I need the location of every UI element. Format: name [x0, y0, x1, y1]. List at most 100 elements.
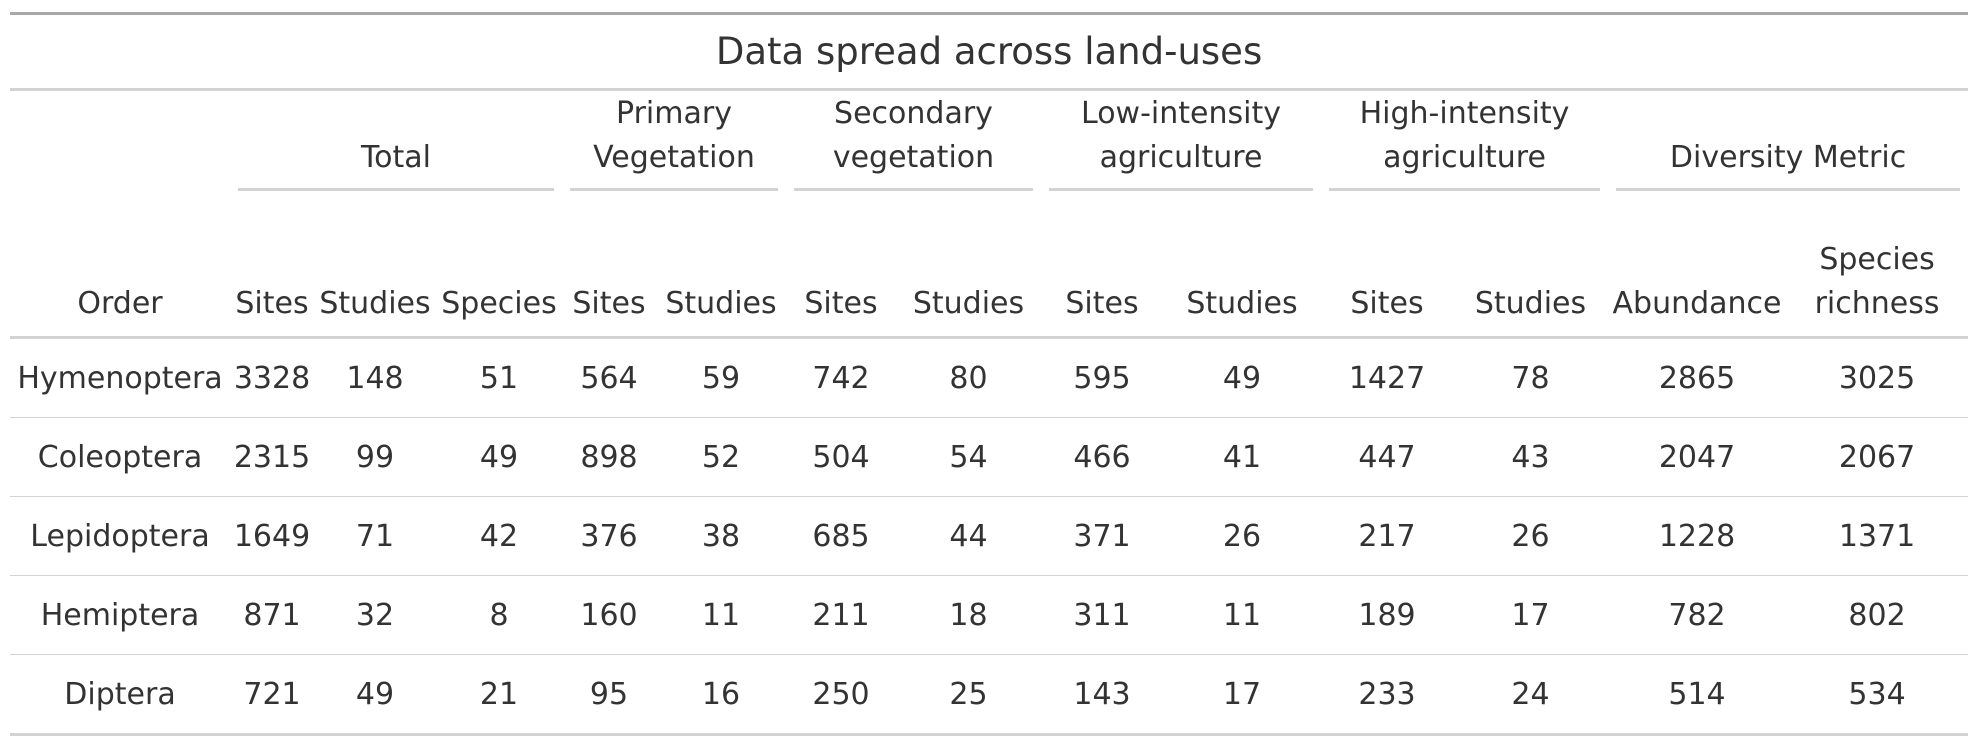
spanner-secondary-vegetation: Secondary vegetation — [786, 90, 1041, 202]
spanner-label: Low-intensity agriculture — [1049, 92, 1313, 191]
table-body: Hymenoptera 3328 148 51 564 59 742 80 59… — [10, 338, 1969, 735]
cell-order: Lepidoptera — [10, 496, 230, 576]
cell-high-intensity-studies: 26 — [1453, 496, 1608, 576]
column-header-primary-studies: Studies — [656, 201, 786, 339]
cell-low-intensity-studies: 49 — [1222, 360, 1262, 396]
cell-high-intensity-sites: 1427 — [1348, 360, 1426, 396]
cell-high-intensity-sites: 217 — [1321, 496, 1453, 576]
cell-order: Hymenoptera — [17, 360, 223, 396]
cell-total-sites: 1649 — [230, 496, 314, 576]
cell-low-intensity-sites: 595 — [1073, 360, 1131, 396]
cell-total-studies: 71 — [314, 496, 436, 576]
data-table: Data spread across land-uses Total Prima… — [10, 12, 1969, 736]
cell-secondary-studies: 54 — [896, 417, 1041, 497]
cell-order: Diptera — [10, 654, 230, 735]
column-header-total-studies: Studies — [314, 201, 436, 339]
cell-high-intensity-studies: 43 — [1453, 417, 1608, 497]
spanner-diversity-metric: Diversity Metric — [1608, 90, 1968, 202]
cell-total-studies: 32 — [314, 575, 436, 655]
cell-primary-sites: 376 — [562, 496, 656, 576]
spanner-low-intensity-agriculture: Low-intensity agriculture — [1041, 90, 1321, 202]
cell-abundance: 782 — [1608, 575, 1786, 655]
cell-primary-studies: 38 — [656, 496, 786, 576]
cell-total-sites: 3328 — [233, 360, 311, 396]
cell-species-richness: 2067 — [1786, 417, 1969, 497]
cell-abundance: 2047 — [1608, 417, 1786, 497]
column-header-high-intensity-sites: Sites — [1321, 201, 1453, 339]
cell-abundance: 2865 — [1658, 360, 1736, 396]
cell-primary-sites: 898 — [562, 417, 656, 497]
column-header-total-species: Species — [436, 201, 562, 339]
cell-total-species: 51 — [479, 360, 519, 396]
column-header-species-richness: Species richness — [1786, 201, 1969, 339]
cell-species-richness: 3025 — [1838, 360, 1916, 396]
column-header-high-intensity-studies: Studies — [1453, 201, 1608, 339]
cell-secondary-sites: 250 — [786, 654, 896, 735]
cell-total-studies: 49 — [314, 654, 436, 735]
cell-species-richness: 534 — [1786, 654, 1969, 735]
cell-high-intensity-sites: 233 — [1321, 654, 1453, 735]
cell-order: Hemiptera — [10, 575, 230, 655]
cell-primary-studies: 11 — [656, 575, 786, 655]
spanner-empty — [10, 90, 230, 202]
cell-primary-sites: 564 — [580, 360, 638, 396]
spanner-primary-vegetation: Primary Vegetation — [562, 90, 786, 202]
cell-low-intensity-studies: 17 — [1163, 654, 1321, 735]
column-header-order: Order — [10, 201, 230, 339]
cell-total-sites: 2315 — [230, 417, 314, 497]
cell-secondary-sites: 685 — [786, 496, 896, 576]
spanner-label: High-intensity agriculture — [1329, 92, 1600, 191]
cell-species-richness: 1371 — [1786, 496, 1969, 576]
table-row: Coleoptera 2315 99 49 898 52 504 54 466 … — [10, 417, 1969, 497]
column-header-total-sites: Sites — [230, 201, 314, 339]
cell-primary-studies: 59 — [701, 360, 741, 396]
cell-secondary-studies: 80 — [949, 360, 988, 396]
cell-primary-sites: 95 — [562, 654, 656, 735]
cell-total-studies: 99 — [314, 417, 436, 497]
cell-low-intensity-sites: 143 — [1041, 654, 1163, 735]
cell-low-intensity-sites: 466 — [1041, 417, 1163, 497]
spanner-label: Total — [238, 136, 554, 191]
spanner-label: Diversity Metric — [1616, 136, 1961, 191]
cell-high-intensity-studies: 17 — [1453, 575, 1608, 655]
cell-secondary-sites: 504 — [786, 417, 896, 497]
table-row: Hymenoptera 3328 148 51 564 59 742 80 59… — [10, 338, 1968, 418]
cell-secondary-studies: 18 — [896, 575, 1041, 655]
cell-species-richness: 802 — [1786, 575, 1969, 655]
spanner-label: Secondary vegetation — [794, 92, 1033, 191]
cell-primary-studies: 16 — [656, 654, 786, 735]
cell-total-sites: 871 — [230, 575, 314, 655]
cell-low-intensity-studies: 11 — [1163, 575, 1321, 655]
column-header-low-intensity-studies: Studies — [1163, 201, 1321, 339]
cell-primary-sites: 160 — [562, 575, 656, 655]
column-header-abundance: Abundance — [1608, 201, 1786, 339]
cell-total-studies: 148 — [346, 360, 404, 396]
cell-secondary-sites: 742 — [812, 360, 870, 396]
cell-total-sites: 721 — [230, 654, 314, 735]
cell-low-intensity-studies: 26 — [1163, 496, 1321, 576]
cell-secondary-studies: 44 — [896, 496, 1041, 576]
cell-total-species: 42 — [436, 496, 562, 576]
cell-high-intensity-sites: 189 — [1321, 575, 1453, 655]
column-header-primary-sites: Sites — [562, 201, 656, 339]
table-row: Lepidoptera 1649 71 42 376 38 685 44 371… — [10, 496, 1969, 576]
table-title: Data spread across land-uses — [10, 13, 1969, 91]
cell-total-species: 8 — [436, 575, 562, 655]
cell-order: Coleoptera — [10, 417, 230, 497]
table-row: Hemiptera 871 32 8 160 11 211 18 311 11 … — [10, 575, 1969, 655]
cell-total-species: 49 — [436, 417, 562, 497]
cell-high-intensity-sites: 447 — [1321, 417, 1453, 497]
cell-total-species: 21 — [436, 654, 562, 735]
cell-secondary-studies: 25 — [896, 654, 1041, 735]
cell-low-intensity-sites: 371 — [1041, 496, 1163, 576]
cell-high-intensity-studies: 24 — [1453, 654, 1608, 735]
cell-secondary-sites: 211 — [786, 575, 896, 655]
cell-high-intensity-studies: 78 — [1511, 360, 1550, 396]
spanner-label: Primary Vegetation — [570, 92, 778, 191]
cell-low-intensity-sites: 311 — [1041, 575, 1163, 655]
cell-low-intensity-studies: 41 — [1163, 417, 1321, 497]
cell-abundance: 514 — [1608, 654, 1786, 735]
cell-primary-studies: 52 — [656, 417, 786, 497]
cell-abundance: 1228 — [1608, 496, 1786, 576]
